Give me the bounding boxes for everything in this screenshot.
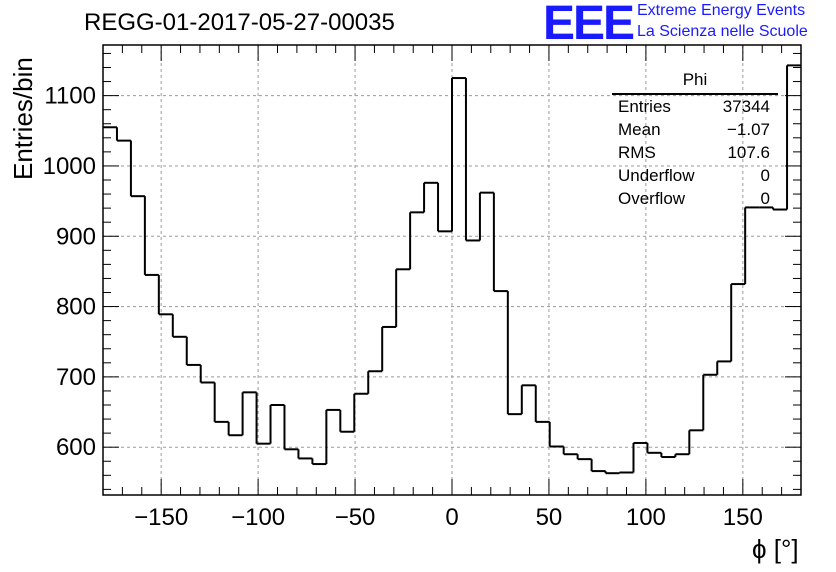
x-axis-label: ϕ [°]	[752, 534, 799, 564]
stats-label: Underflow	[618, 166, 695, 185]
logo-subtitle-1: Extreme Energy Events	[637, 2, 806, 19]
axis-tick-labels: −150 −100 −50 0 50 100 150 600 700 800 900 1000 1100	[43, 83, 763, 531]
stats-label: Mean	[618, 120, 661, 139]
x-tick-label: 150	[723, 504, 763, 531]
stats-row-mean: Mean −1.07	[612, 118, 778, 141]
stats-value: 107.6	[727, 143, 770, 162]
stats-label: RMS	[618, 143, 656, 162]
x-tick-label: −100	[231, 504, 285, 531]
x-tick-label: 50	[536, 504, 563, 531]
y-tick-label: 600	[56, 434, 96, 461]
y-axis-label: Entries/bin	[8, 57, 38, 180]
stats-value: 0	[760, 189, 770, 208]
stats-row-rms: RMS 107.6	[612, 141, 778, 164]
y-tick-label: 700	[56, 364, 96, 391]
x-tick-label: −150	[134, 504, 188, 531]
stats-label: Overflow	[618, 189, 686, 208]
stats-value: −1.07	[726, 120, 770, 139]
y-tick-label: 1000	[43, 153, 96, 180]
axis-ticks	[103, 45, 801, 495]
stats-label: Entries	[618, 97, 671, 116]
x-tick-label: −50	[335, 504, 376, 531]
stats-row-entries: Entries 37344	[612, 95, 778, 118]
x-tick-label: 0	[445, 504, 458, 531]
y-tick-label: 1100	[44, 83, 96, 110]
stats-row-underflow: Underflow 0	[612, 164, 778, 187]
stats-row-overflow: Overflow 0	[612, 187, 778, 210]
stats-histogram-name: Phi	[612, 70, 778, 95]
stats-box: Phi Entries 37344 Mean −1.07 RMS 107.6 Unde…	[612, 70, 778, 210]
y-tick-label: 800	[56, 294, 96, 321]
stats-value: 0	[760, 166, 770, 185]
y-tick-label: 900	[56, 223, 96, 250]
eee-logo: EEE	[543, 0, 635, 50]
chart-title: REGG-01-2017-05-27-00035	[84, 9, 395, 36]
stats-value: 37344	[722, 97, 770, 116]
x-tick-label: 100	[626, 504, 666, 531]
logo-subtitle-2: La Scienza nelle Scuole	[637, 23, 808, 40]
histogram-series	[103, 64, 801, 475]
